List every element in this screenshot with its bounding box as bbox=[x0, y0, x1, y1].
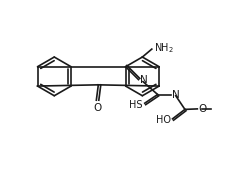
Text: NH$_2$: NH$_2$ bbox=[154, 41, 174, 55]
Text: O: O bbox=[198, 104, 206, 114]
Text: O: O bbox=[93, 103, 102, 113]
Text: HS: HS bbox=[129, 100, 143, 110]
Text: HO: HO bbox=[156, 115, 170, 125]
Text: N: N bbox=[172, 89, 180, 100]
Text: N: N bbox=[140, 75, 147, 85]
